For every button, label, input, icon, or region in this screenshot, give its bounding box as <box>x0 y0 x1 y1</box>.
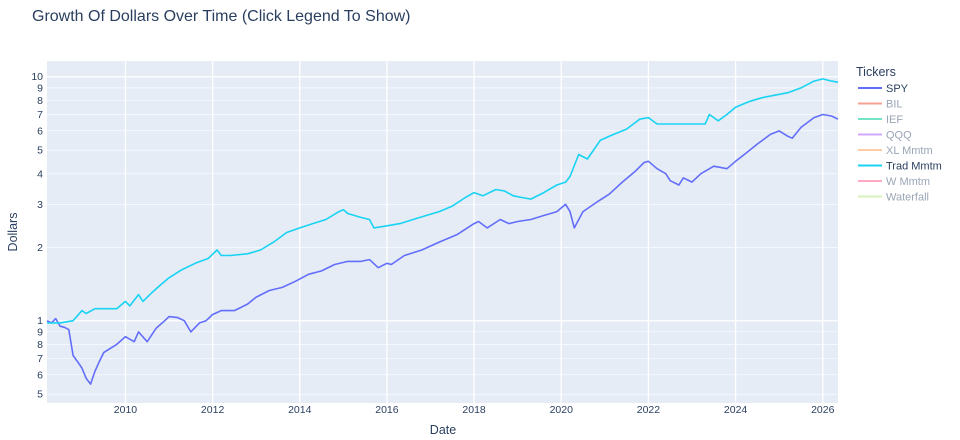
x-tick-label: 2026 <box>811 404 835 416</box>
x-tick-label: 2014 <box>288 404 312 416</box>
y-tick-label: 2 <box>37 242 43 254</box>
x-tick-label: 2022 <box>637 404 661 416</box>
legend-label: W Mmtm <box>886 176 930 188</box>
y-tick-label: 4 <box>37 168 43 180</box>
y-tick-label: 9 <box>37 82 43 94</box>
grid <box>47 61 838 403</box>
legend-item-w-mmtm[interactable]: W Mmtm <box>858 176 930 188</box>
legend-item-waterfall[interactable]: Waterfall <box>858 192 929 204</box>
y-tick-label: 8 <box>37 339 43 351</box>
x-tick-label: 2018 <box>462 404 486 416</box>
legend-item-spy[interactable]: SPY <box>858 83 909 95</box>
y-tick-label: 6 <box>37 369 43 381</box>
legend-item-qqq[interactable]: QQQ <box>858 130 912 142</box>
series-line-trad-mmtm <box>47 78 839 324</box>
legend-label: BIL <box>886 99 903 111</box>
y-tick-label: 10 <box>31 71 43 83</box>
y-tick-label: 6 <box>37 125 43 137</box>
y-tick-label: 5 <box>37 145 43 157</box>
x-tick-label: 2010 <box>114 404 138 416</box>
legend-label: Trad Mmtm <box>886 161 942 173</box>
legend-item-ief[interactable]: IEF <box>858 114 903 126</box>
y-tick-label: 9 <box>37 326 43 338</box>
legend-label: XL Mmtm <box>886 145 933 157</box>
chart-title: Growth Of Dollars Over Time (Click Legen… <box>32 8 411 25</box>
legend-item-xl-mmtm[interactable]: XL Mmtm <box>858 145 933 157</box>
legend-label: IEF <box>886 114 903 126</box>
x-axis-title: Date <box>430 423 456 437</box>
legend-label: QQQ <box>886 130 912 142</box>
legend-label: Waterfall <box>886 192 929 204</box>
x-tick-label: 2016 <box>375 404 399 416</box>
y-tick-label: 8 <box>37 95 43 107</box>
y-tick-label: 7 <box>37 353 43 365</box>
x-tick-label: 2024 <box>724 404 748 416</box>
series-group <box>46 78 839 385</box>
y-tick-label: 5 <box>37 389 43 401</box>
y-tick-label: 7 <box>37 109 43 121</box>
legend-item-trad-mmtm[interactable]: Trad Mmtm <box>858 161 942 173</box>
y-axis-title: Dollars <box>6 213 20 252</box>
legend-item-bil[interactable]: BIL <box>858 99 903 111</box>
legend-title: Tickers <box>856 65 896 79</box>
legend: Tickers SPY BIL IEF QQQ XL Mmtm Trad Mmtm W Mm… <box>856 65 942 204</box>
plot-area <box>47 61 838 403</box>
legend-label: SPY <box>886 83 909 95</box>
y-tick-label: 3 <box>37 199 43 211</box>
series-line-spy <box>46 113 839 385</box>
x-tick-label: 2020 <box>550 404 574 416</box>
x-axis-ticks: 2010 2012 2014 2016 2018 2020 2022 2024 2026 <box>114 404 835 416</box>
y-tick-label: 1 <box>37 315 43 327</box>
x-tick-label: 2012 <box>201 404 225 416</box>
